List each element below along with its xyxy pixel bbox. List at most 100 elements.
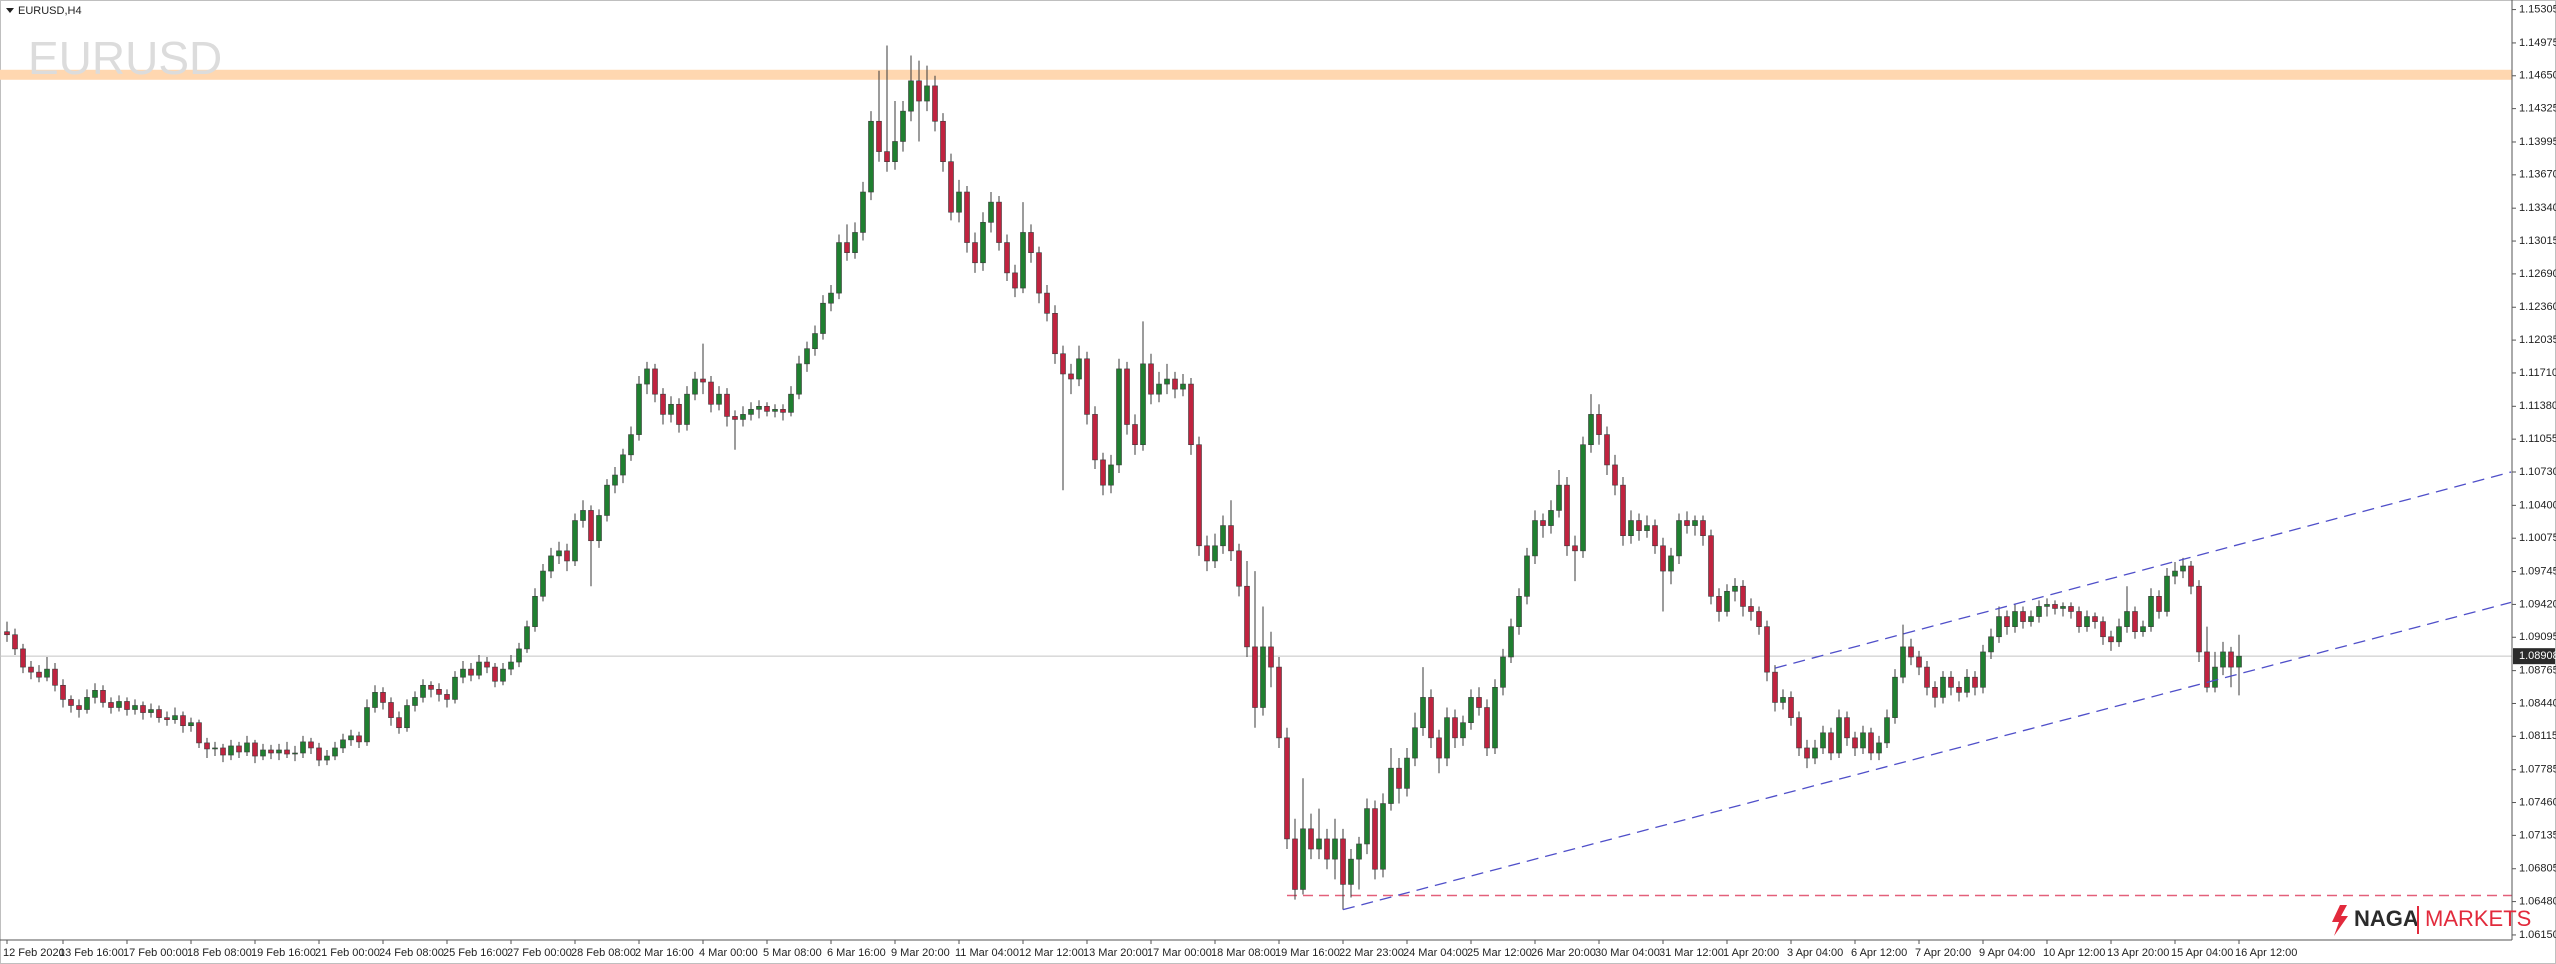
candle-body (1604, 434, 1610, 466)
candle-body (1612, 464, 1618, 486)
candle-body (2084, 616, 2090, 627)
candle-body (1100, 459, 1106, 486)
candle-body (572, 520, 578, 562)
candle-body (212, 747, 218, 750)
candle-body (1220, 525, 1226, 547)
candle-body (1092, 414, 1098, 461)
candle-body (1212, 545, 1218, 562)
candle-body (1156, 383, 1162, 395)
candle-body (1276, 666, 1282, 739)
x-tick-label: 13 Feb 16:00 (59, 947, 124, 959)
x-tick-label: 6 Apr 12:00 (1851, 947, 1907, 959)
y-tick-label: 1.15305 (2519, 3, 2556, 15)
candle-body (748, 409, 754, 415)
y-tick-label: 1.12690 (2519, 268, 2556, 280)
candle-body (1044, 292, 1050, 314)
candle-body (1404, 757, 1410, 789)
candle-body (1700, 520, 1706, 536)
candle-body (1484, 707, 1490, 749)
candle-body (772, 409, 778, 412)
y-tick-label: 1.13015 (2519, 235, 2556, 247)
candle-body (1188, 383, 1194, 446)
candle-body (532, 596, 538, 627)
candle-body (1516, 596, 1522, 627)
x-tick-label: 16 Apr 12:00 (2235, 947, 2297, 959)
candle-body (2020, 611, 2026, 622)
candle-body (940, 120, 946, 162)
candle-body (1308, 828, 1314, 850)
candle-body (1260, 646, 1266, 708)
candle-body (1068, 373, 1074, 380)
candle-body (1228, 525, 1234, 552)
candle-body (700, 378, 706, 383)
candle-body (268, 749, 274, 754)
candle-body (68, 699, 74, 706)
candle-body (692, 378, 698, 395)
candle-body (284, 749, 290, 755)
candle-body (140, 705, 146, 713)
candle-body (172, 715, 178, 720)
candle-body (148, 709, 154, 713)
candle-body (1988, 636, 1994, 653)
candle-body (1684, 520, 1690, 526)
candle-body (1724, 590, 1730, 612)
menu-triangle[interactable] (6, 8, 14, 13)
candle-body (4, 631, 10, 636)
candle-body (780, 409, 786, 413)
y-tick-label: 1.08115 (2519, 730, 2556, 742)
candle-body (1428, 697, 1434, 739)
candle-body (996, 201, 1002, 243)
candle-body (1292, 838, 1298, 890)
candle-body (2228, 651, 2234, 668)
candle-body (324, 755, 330, 761)
candle-body (1668, 555, 1674, 572)
y-tick-label: 1.14325 (2519, 103, 2556, 115)
x-tick-label: 17 Feb 00:00 (123, 947, 188, 959)
candle-body (1268, 646, 1274, 668)
x-tick-label: 11 Mar 04:00 (955, 947, 1019, 959)
candle-body (1772, 671, 1778, 703)
candle-body (908, 80, 914, 112)
candle-body (1244, 585, 1250, 648)
x-tick-label: 30 Mar 04:00 (1595, 947, 1660, 959)
candle-body (380, 692, 386, 703)
candle-body (1204, 545, 1210, 562)
candle-body (1708, 535, 1714, 597)
candle-body (1620, 484, 1626, 536)
candle-body (1236, 550, 1242, 587)
candles (4, 45, 2242, 910)
candle-body (1124, 368, 1130, 425)
candle-body (108, 702, 114, 708)
candle-body (2068, 606, 2074, 612)
candle-body (900, 110, 906, 142)
candle-body (1084, 358, 1090, 415)
candle-body (1900, 646, 1906, 678)
candle-body (1844, 717, 1850, 739)
candle-body (1548, 510, 1554, 526)
candle-body (1508, 626, 1514, 658)
x-tick-label: 26 Mar 20:00 (1531, 947, 1596, 959)
candle-body (292, 752, 298, 755)
candle-body (956, 191, 962, 213)
candle-body (2196, 585, 2202, 653)
x-tick-label: 5 Mar 08:00 (763, 947, 822, 959)
price-box (2513, 648, 2555, 665)
candle-body (1780, 697, 1786, 703)
candle-body (2180, 565, 2186, 572)
candle-body (476, 661, 482, 676)
y-tick-label: 1.06150 (2519, 929, 2556, 941)
candle-body (708, 381, 714, 405)
candle-body (500, 668, 506, 682)
candle-body (932, 85, 938, 122)
y-tick-label: 1.14650 (2519, 70, 2556, 82)
candle-body (1372, 808, 1378, 870)
candle-body (1444, 717, 1450, 759)
candle-body (1716, 596, 1722, 612)
candle-body (972, 242, 978, 264)
candle-body (1436, 737, 1442, 759)
candle-body (1148, 363, 1154, 395)
candle-body (1020, 232, 1026, 289)
price-box-label: 1.08908 (2519, 650, 2556, 662)
candle-body (1924, 666, 1930, 688)
candle-body (660, 393, 666, 415)
